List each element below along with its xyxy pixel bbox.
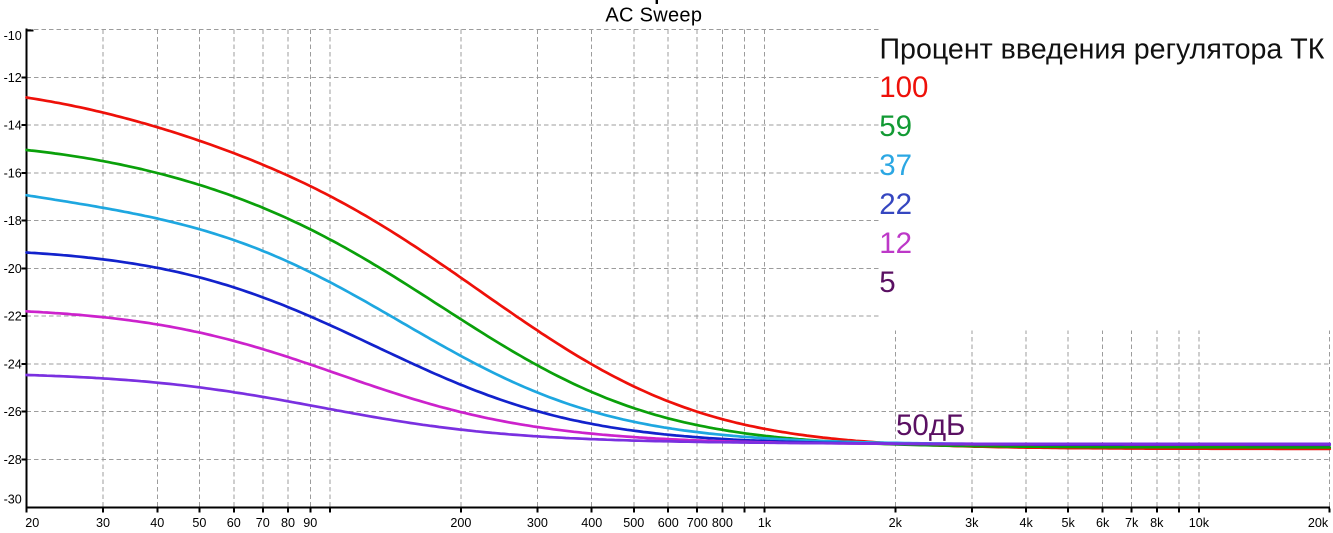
- svg-text:3k: 3k: [965, 516, 979, 530]
- svg-text:4k: 4k: [1019, 516, 1033, 530]
- svg-text:600: 600: [658, 516, 679, 530]
- svg-text:800: 800: [712, 516, 733, 530]
- svg-text:22: 22: [879, 188, 912, 221]
- svg-text:700: 700: [687, 516, 708, 530]
- svg-text:-12: -12: [4, 71, 22, 85]
- svg-text:70: 70: [256, 516, 270, 530]
- svg-text:-28: -28: [4, 453, 22, 467]
- svg-text:AC Sweep: AC Sweep: [605, 4, 702, 26]
- svg-text:10k: 10k: [1189, 516, 1210, 530]
- svg-text:12: 12: [879, 227, 912, 260]
- svg-text:-30: -30: [4, 493, 22, 507]
- svg-text:500: 500: [623, 516, 644, 530]
- svg-text:6k: 6k: [1096, 516, 1110, 530]
- svg-text:400: 400: [581, 516, 602, 530]
- svg-text:59: 59: [879, 110, 912, 143]
- svg-text:300: 300: [527, 516, 548, 530]
- svg-text:30: 30: [96, 516, 110, 530]
- svg-text:80: 80: [281, 516, 295, 530]
- svg-text:50: 50: [192, 516, 206, 530]
- svg-text:37: 37: [879, 149, 912, 182]
- svg-text:-22: -22: [4, 310, 22, 324]
- svg-text:-16: -16: [4, 166, 22, 180]
- svg-text:5: 5: [879, 266, 895, 299]
- svg-text:90: 90: [303, 516, 317, 530]
- svg-text:7k: 7k: [1125, 516, 1139, 530]
- svg-text:-20: -20: [4, 262, 22, 276]
- svg-text:1k: 1k: [758, 516, 772, 530]
- svg-text:8k: 8k: [1150, 516, 1164, 530]
- svg-text:50дБ: 50дБ: [896, 409, 965, 442]
- svg-text:20k: 20k: [1308, 516, 1329, 530]
- svg-text:60: 60: [227, 516, 241, 530]
- svg-text:-10: -10: [4, 29, 22, 43]
- svg-text:100: 100: [879, 71, 928, 104]
- svg-text:2k: 2k: [889, 516, 903, 530]
- svg-text:200: 200: [450, 516, 471, 530]
- svg-text:-18: -18: [4, 214, 22, 228]
- svg-text:20: 20: [25, 516, 39, 530]
- svg-text:-14: -14: [4, 119, 22, 133]
- svg-text:5k: 5k: [1062, 516, 1076, 530]
- svg-text:-24: -24: [4, 357, 22, 371]
- svg-text:-26: -26: [4, 405, 22, 419]
- svg-text:40: 40: [150, 516, 164, 530]
- svg-text:Процент введения регулятора ТК: Процент введения регулятора ТК: [880, 34, 1325, 66]
